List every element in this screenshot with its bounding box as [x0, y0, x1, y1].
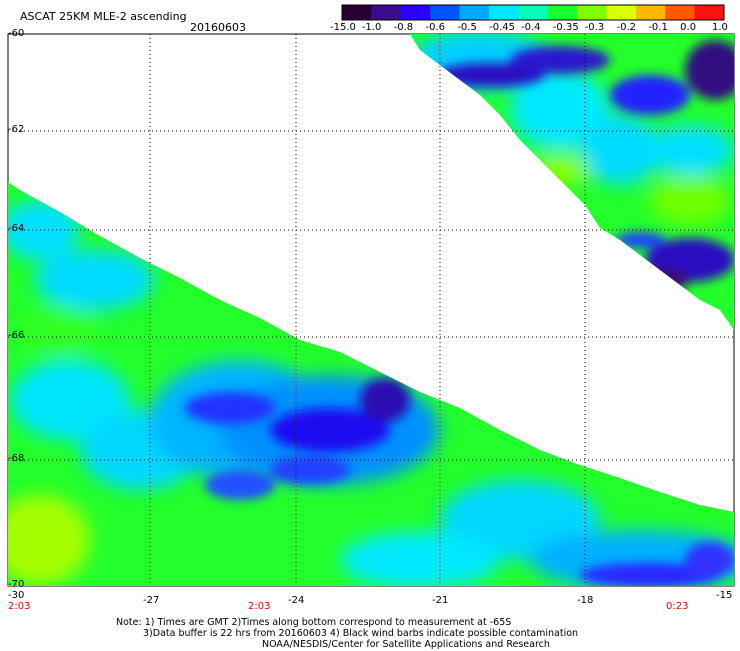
colorbar-swatch [577, 5, 607, 20]
lat-label: -64 [8, 223, 25, 234]
colorbar-label: -0.35 [552, 22, 579, 33]
colorbar-swatch [400, 5, 431, 20]
colorbar-label: -0.8 [393, 22, 414, 33]
colorbar-swatch [371, 5, 402, 20]
lon-label: -18 [577, 595, 594, 606]
graticule [8, 34, 734, 586]
lon-label: -24 [288, 595, 305, 606]
lat-label: -62 [8, 124, 25, 135]
lat-label: -68 [8, 453, 25, 464]
colorbar-border [341, 4, 725, 21]
lon-label: -21 [432, 595, 449, 606]
map-date: 20160603 [190, 21, 246, 34]
colorbar-label: -15.0 [330, 22, 356, 33]
colorbar [341, 4, 725, 21]
colorbar-label: 1.0 [712, 22, 728, 33]
lon-label: -30 [8, 590, 25, 601]
colorbar-label: -0.45 [489, 22, 516, 33]
colorbar-label: -0.4 [521, 22, 541, 33]
time-label: 2:03 [248, 601, 271, 612]
colorbar-swatch [665, 5, 696, 20]
colorbar-swatch [606, 5, 637, 20]
colorbar-swatch [459, 5, 490, 20]
note-line-3: NOAA/NESDIS/Center for Satellite Applica… [262, 639, 550, 650]
colorbar-swatch [635, 5, 666, 20]
time-label: 2:03 [8, 601, 31, 612]
colorbar-swatch [694, 5, 725, 20]
colorbar-label: -0.6 [425, 22, 446, 33]
colorbar-label: 0.0 [680, 22, 697, 33]
map-title: ASCAT 25KM MLE-2 ascending [20, 10, 187, 23]
colorbar-swatch [518, 5, 549, 20]
time-label: 0:23 [666, 601, 689, 612]
note-line-2: 3)Data buffer is 22 hrs from 20160603 4)… [143, 628, 579, 639]
lat-label: -70 [8, 579, 25, 590]
lat-label: -66 [8, 330, 25, 341]
colorbar-swatch [547, 5, 578, 20]
colorbar-label: -0.2 [616, 22, 637, 33]
colorbar-swatch [430, 5, 461, 20]
colorbar-label: -0.3 [584, 22, 605, 33]
colorbar-swatch [488, 5, 519, 20]
lat-label: -60 [8, 28, 25, 39]
lon-label: -15 [716, 590, 733, 601]
colorbar-label: -1.0 [361, 22, 382, 33]
colorbar-label: -0.1 [648, 22, 668, 33]
lon-label: -27 [143, 595, 160, 606]
colorbar-label: -0.5 [457, 22, 477, 33]
colorbar-swatch [342, 5, 372, 20]
note-line-1: Note: 1) Times are GMT 2)Times along bot… [116, 617, 512, 628]
